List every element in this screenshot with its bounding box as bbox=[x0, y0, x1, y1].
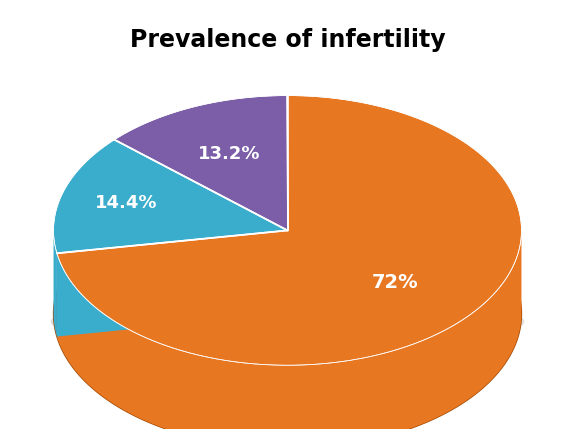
Text: 13.2%: 13.2% bbox=[198, 145, 260, 163]
Polygon shape bbox=[51, 297, 524, 346]
Polygon shape bbox=[57, 96, 522, 365]
Polygon shape bbox=[57, 230, 288, 336]
Text: 72%: 72% bbox=[371, 273, 418, 292]
Text: Prevalence of infertility: Prevalence of infertility bbox=[130, 28, 445, 52]
Text: 14.4%: 14.4% bbox=[94, 194, 157, 212]
Polygon shape bbox=[114, 96, 288, 230]
Polygon shape bbox=[57, 230, 288, 336]
Polygon shape bbox=[57, 231, 522, 441]
Polygon shape bbox=[53, 231, 57, 336]
Polygon shape bbox=[53, 140, 288, 253]
Polygon shape bbox=[53, 179, 522, 441]
